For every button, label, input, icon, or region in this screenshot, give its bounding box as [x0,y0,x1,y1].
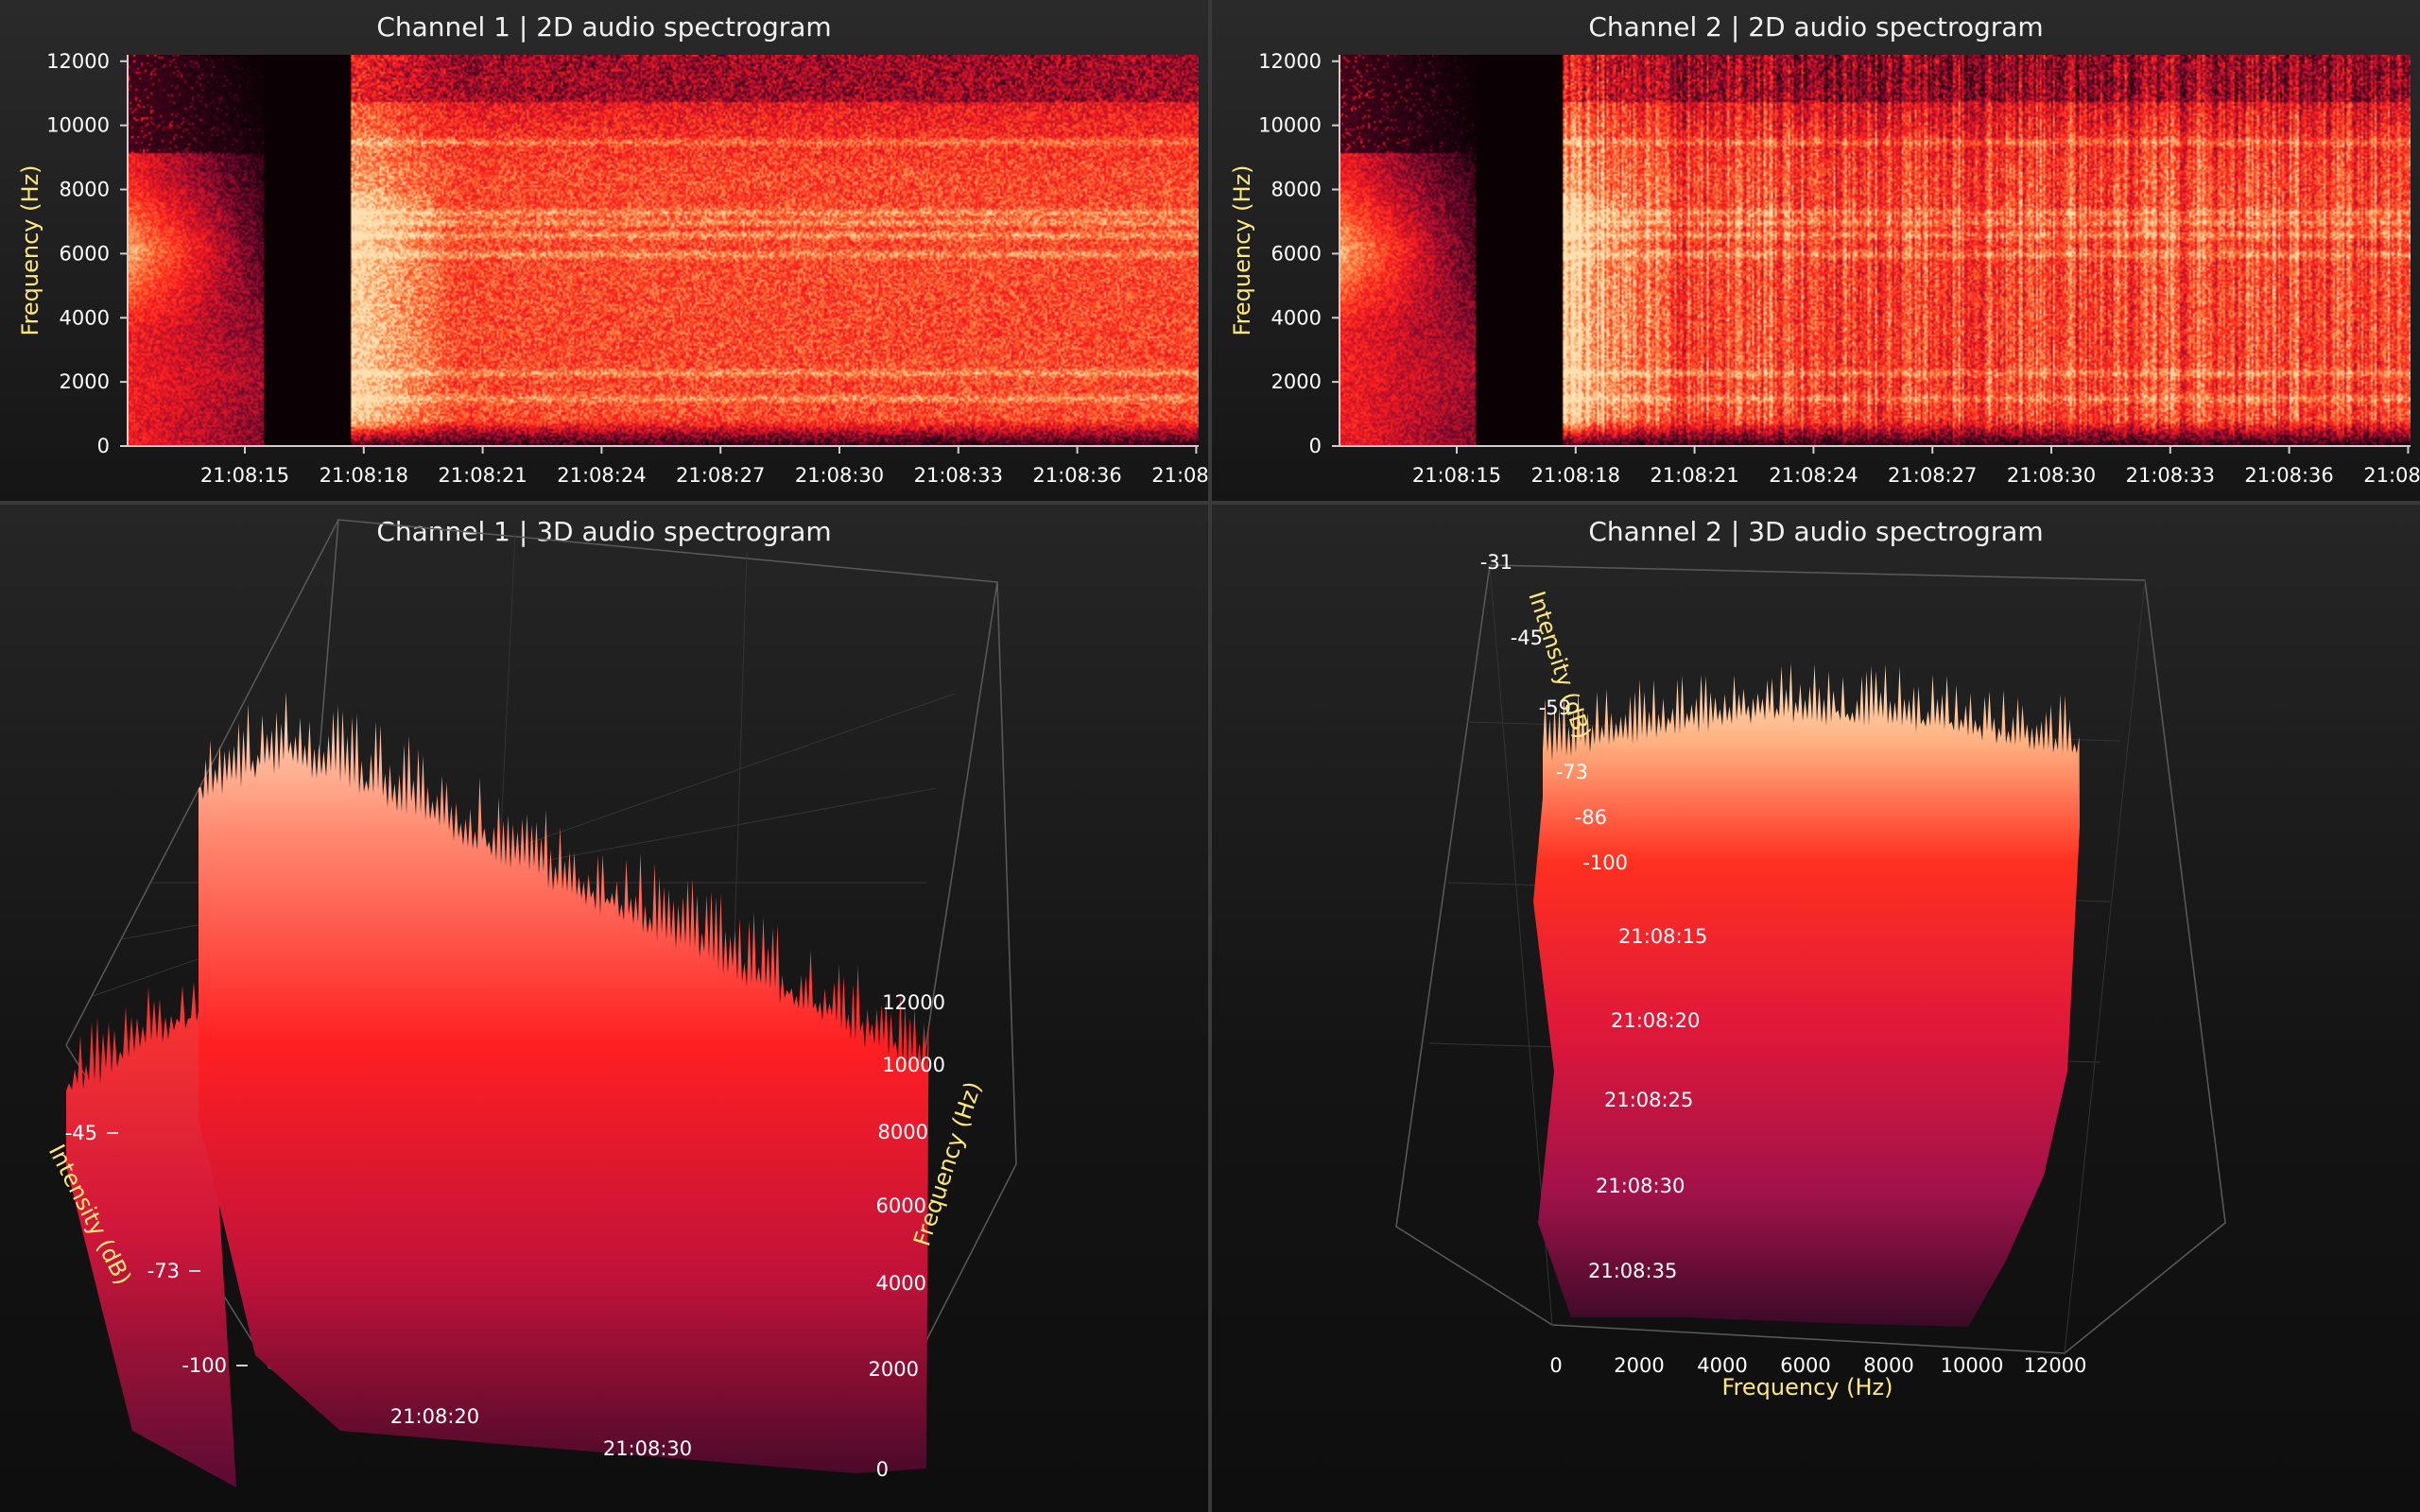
x-tick-label: 21:08:33 [2126,464,2215,487]
y-tick-label: 2000 [60,370,110,393]
y-tick-label: 6000 [1271,242,1322,265]
x-tick-label: 21:08:33 [914,464,1003,487]
chart-title: Channel 2 | 2D audio spectrogram [1588,11,2044,43]
x-tick-label: 21:08:30 [2007,464,2096,487]
frequency-tick-label: 10000 [1941,1354,2004,1377]
x-axis-ticks: 21:08:15 21:08:18 21:08:21 21:08:24 21:08:27… [1412,446,2420,487]
time-tick-label: 21:08:20 [1611,1009,1700,1032]
time-tick-label: 21:08:35 [1588,1260,1677,1282]
intensity-tick-label: -100 [182,1354,227,1377]
y-tick-label: 12000 [46,50,110,73]
x-tick-label: 21:08:21 [438,464,527,487]
frequency-tick-label: 8000 [878,1121,928,1143]
frequency-tick-label: 0 [1549,1354,1562,1377]
channel2-2d-panel: Channel 2 | 2D audio spectrogram 0 2000 40… [1212,0,2420,501]
chart-title: Channel 2 | 3D audio spectrogram [1588,516,2044,547]
surface-front-ridge [199,692,929,1473]
intensity-tick-label: -59 [1539,696,1571,719]
x-axis-ticks: 21:08:15 21:08:18 21:08:21 21:08:24 21:08:27… [200,446,1208,487]
chart-title: Channel 1 | 2D audio spectrogram [376,11,832,43]
y-tick-label: 0 [1309,435,1322,457]
frequency-tick-label: 4000 [1697,1354,1747,1377]
frequency-tick-label: 6000 [1780,1354,1830,1377]
frequency-tick-label: 10000 [882,1054,945,1076]
x-tick-label: 21:08:30 [795,464,884,487]
intensity-tick-label: -45 [65,1122,97,1144]
spectrogram-heatmap[interactable] [128,55,1199,446]
x-tick-label: 21:08:27 [676,464,765,487]
x-tick-label: 21:08:18 [320,464,408,487]
x-tick-label: 21:08:15 [200,464,289,487]
y-tick-label: 6000 [60,242,110,265]
frequency-tick-label: 8000 [1863,1354,1913,1377]
y-tick-label: 8000 [1271,179,1322,201]
channel1-2d-panel: Channel 1 | 2D audio spectrogram 0 2000 40… [0,0,1208,501]
x-tick-label: 21:08:27 [1888,464,1977,487]
y-tick-label: 0 [97,435,110,457]
time-tick-label: 21:08:30 [603,1437,692,1460]
frequency-tick-label: 6000 [876,1194,926,1217]
y-tick-label: 8000 [60,179,110,201]
y-tick-label: 10000 [1258,114,1322,137]
intensity-tick-label: -31 [1480,551,1512,574]
intensity-tick-label: -73 [147,1260,180,1282]
intensity-tick-label: -45 [1511,627,1543,649]
x-tick-label: 21:08:36 [2244,464,2333,487]
y-axis-ticks: 0 2000 4000 6000 8000 10000 12000 [1258,50,1340,457]
channel2-3d-chart[interactable]: -31 -45 -59 -73 -86 -100 21:08:15 21:08:20 21:08… [1212,505,2420,1512]
spectrogram-heatmap[interactable] [1340,55,2411,446]
y-tick-label: 4000 [60,306,110,329]
frequency-tick-label: 2000 [1614,1354,1664,1377]
y-tick-label: 2000 [1271,370,1322,393]
surface-back-ridge [66,974,236,1487]
frequency-tick-label: 12000 [882,991,945,1014]
y-tick-label: 10000 [46,114,110,137]
y-tick-label: 4000 [1271,306,1322,329]
vertical-divider [1208,0,1212,1512]
x-tick-label: 21:08:36 [1032,464,1121,487]
x-tick-label: 21:08:39 [2363,464,2420,487]
x-tick-label: 21:08:18 [1531,464,1620,487]
frequency-tick-label: 12000 [2024,1354,2087,1377]
x-tick-label: 21:08:24 [1769,464,1858,487]
chart-title: Channel 1 | 3D audio spectrogram [376,516,832,547]
y-axis-title: Frequency (Hz) [1229,165,1255,336]
frequency-tick-label: 4000 [876,1272,926,1295]
intensity-tick-label: -73 [1556,761,1588,783]
time-tick-label: 21:08:20 [390,1405,479,1428]
time-tick-label: 21:08:25 [1604,1089,1693,1111]
time-tick-label: 21:08:30 [1596,1175,1685,1197]
intensity-tick-label: -100 [1582,851,1628,874]
x-tick-label: 21:08:15 [1412,464,1501,487]
frequency-tick-label: 0 [876,1458,889,1481]
intensity-tick-label: -86 [1575,806,1607,829]
y-axis-title: Frequency (Hz) [17,165,43,336]
time-tick-label: 21:08:15 [1618,925,1707,948]
surface-spectrum [1533,662,2080,1327]
channel1-3d-chart[interactable]: -45 -73 -100 12000 10000 8000 6000 4000 2000 0 21:… [0,505,1208,1512]
frequency-axis-title: Frequency (Hz) [1722,1374,1893,1400]
x-tick-label: 21:08:39 [1151,464,1208,487]
horizontal-divider [0,501,2420,505]
y-axis-ticks: 0 2000 4000 6000 8000 10000 12000 [46,50,128,457]
channel1-3d-panel: Channel 1 | 3D audio spectrogram [0,505,1208,1512]
x-tick-label: 21:08:21 [1650,464,1738,487]
y-tick-label: 12000 [1258,50,1322,73]
frequency-tick-label: 2000 [869,1358,919,1381]
x-tick-label: 21:08:24 [557,464,646,487]
channel2-3d-panel: Channel 2 | 3D audio spectrogram -31 -45-… [1212,505,2420,1512]
